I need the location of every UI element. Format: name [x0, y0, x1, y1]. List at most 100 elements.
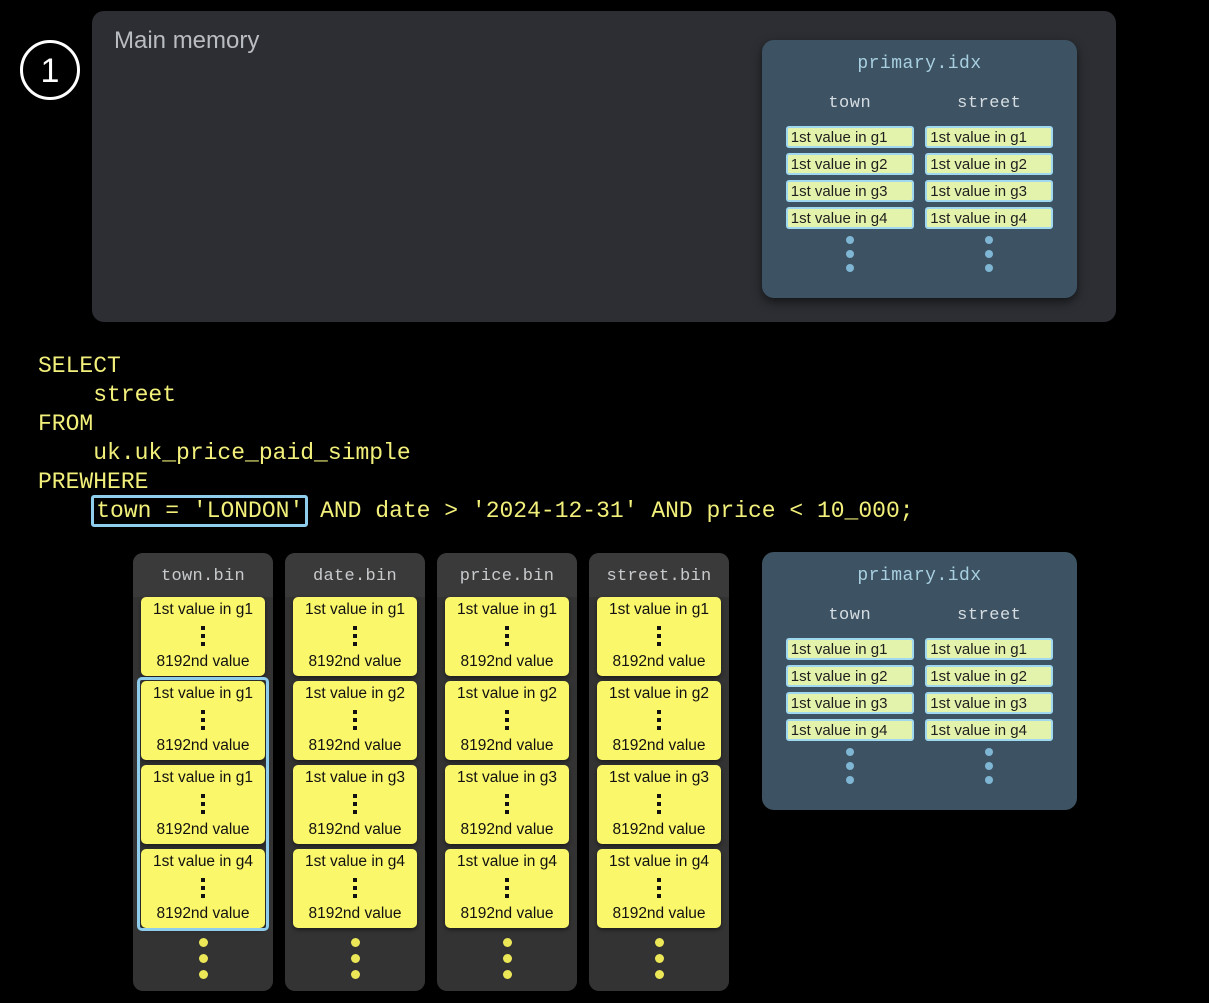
column-file-price.bin: price.bin 1st value in g1 8192nd value 1st …: [437, 553, 577, 991]
primary-index-columns: town 1st value in g1 1st value in g2 1st va…: [762, 94, 1077, 272]
granule-block: 1st value in g4 8192nd value: [141, 849, 265, 928]
ellipsis-dot-icon: [657, 802, 661, 806]
granule-first-value: 1st value in g3: [609, 769, 709, 786]
granule-block: 1st value in g4 8192nd value: [597, 849, 721, 928]
primary-index-panel-disk: primary.idx town 1st value in g1 1st value…: [762, 552, 1077, 810]
ellipsis-dot-icon: [350, 970, 360, 979]
granule-first-value: 1st value in g4: [457, 853, 557, 870]
primary-index-mark: 1st value in g4: [785, 719, 914, 741]
primary-index-column-header: street: [957, 94, 1022, 113]
column-file-town.bin: town.bin 1st value in g1 8192nd value 1st v…: [133, 553, 273, 991]
primary-index-mark: 1st value in g2: [925, 665, 1054, 687]
granule-last-value: 8192nd value: [156, 653, 250, 670]
sql-line6-rest: AND date > '2024-12-31' AND price < 10_0…: [306, 498, 914, 524]
primary-index-mark: 1st value in g4: [925, 719, 1054, 741]
granule-first-value: 1st value in g1: [153, 601, 253, 618]
ellipsis-dot-icon: [654, 954, 664, 963]
granule-first-value: 1st value in g1: [305, 601, 405, 618]
sql-line6-indent: [38, 498, 93, 524]
primary-index-column-header: town: [828, 94, 872, 113]
granule-block: 1st value in g1 8192nd value: [141, 597, 265, 676]
vertical-ellipsis-icon: [293, 794, 417, 814]
column-file-header: town.bin: [133, 553, 273, 597]
sql-line-from: FROM: [38, 411, 94, 437]
granule-block: 1st value in g3 8192nd value: [293, 765, 417, 844]
ellipsis-dot-icon: [201, 794, 205, 798]
column-file-ellipsis-dots: [133, 938, 273, 987]
granule-last-value: 8192nd value: [308, 653, 402, 670]
ellipsis-dot-icon: [353, 710, 357, 714]
ellipsis-dot-icon: [985, 264, 994, 272]
ellipsis-dot-icon: [201, 894, 205, 898]
ellipsis-dot-icon: [350, 954, 360, 963]
granule-first-value: 1st value in g3: [305, 769, 405, 786]
ellipsis-dot-icon: [657, 886, 661, 890]
primary-index-title: primary.idx: [857, 566, 982, 586]
ellipsis-dot-icon: [985, 748, 994, 756]
column-file-ellipsis-dots: [589, 938, 729, 987]
primary-index-column-street: street 1st value in g1 1st value in g2 1st …: [925, 606, 1054, 784]
granule-last-value: 8192nd value: [308, 737, 402, 754]
primary-index-column-header: town: [828, 606, 872, 625]
ellipsis-dot-icon: [657, 626, 661, 630]
primary-index-ellipsis-dots: [786, 236, 914, 272]
ellipsis-dot-icon: [657, 810, 661, 814]
ellipsis-dot-icon: [353, 810, 357, 814]
ellipsis-dot-icon: [985, 236, 994, 244]
ellipsis-dot-icon: [505, 626, 509, 630]
granule-last-value: 8192nd value: [612, 653, 706, 670]
vertical-ellipsis-icon: [445, 794, 569, 814]
granule-block-list: 1st value in g1 8192nd value 1st value in …: [437, 597, 577, 928]
ellipsis-dot-icon: [201, 726, 205, 730]
granule-first-value: 1st value in g2: [457, 685, 557, 702]
ellipsis-dot-icon: [505, 810, 509, 814]
granule-first-value: 1st value in g4: [153, 853, 253, 870]
ellipsis-dot-icon: [353, 626, 357, 630]
ellipsis-dot-icon: [353, 642, 357, 646]
vertical-ellipsis-icon: [445, 626, 569, 646]
ellipsis-dot-icon: [657, 878, 661, 882]
vertical-ellipsis-icon: [293, 626, 417, 646]
ellipsis-dot-icon: [505, 642, 509, 646]
granule-first-value: 1st value in g3: [457, 769, 557, 786]
ellipsis-dot-icon: [353, 718, 357, 722]
primary-index-ellipsis-dots: [786, 748, 914, 784]
vertical-ellipsis-icon: [141, 878, 265, 898]
ellipsis-dot-icon: [505, 634, 509, 638]
granule-block-list: 1st value in g1 8192nd value 1st value in …: [589, 597, 729, 928]
vertical-ellipsis-icon: [293, 710, 417, 730]
sql-query: SELECT street FROM uk.uk_price_paid_simp…: [38, 352, 914, 527]
ellipsis-dot-icon: [198, 938, 208, 947]
ellipsis-dot-icon: [198, 954, 208, 963]
column-file-ellipsis-dots: [437, 938, 577, 987]
vertical-ellipsis-icon: [597, 878, 721, 898]
primary-index-mark: 1st value in g2: [925, 153, 1054, 175]
column-file-date.bin: date.bin 1st value in g1 8192nd value 1st v…: [285, 553, 425, 991]
ellipsis-dot-icon: [201, 878, 205, 882]
ellipsis-dot-icon: [845, 264, 854, 272]
ellipsis-dot-icon: [985, 776, 994, 784]
granule-block: 1st value in g1 8192nd value: [141, 681, 265, 760]
primary-index-mark: 1st value in g2: [785, 665, 914, 687]
ellipsis-dot-icon: [198, 970, 208, 979]
primary-index-mark: 1st value in g3: [925, 180, 1054, 202]
sql-line-select: SELECT: [38, 353, 121, 379]
granule-last-value: 8192nd value: [308, 905, 402, 922]
primary-index-panel-memory: primary.idx town 1st value in g1 1st value…: [762, 40, 1077, 298]
primary-index-column-street: street 1st value in g1 1st value in g2 1st …: [925, 94, 1054, 272]
ellipsis-dot-icon: [353, 886, 357, 890]
step-number-badge: 1: [20, 40, 80, 100]
granule-last-value: 8192nd value: [612, 737, 706, 754]
ellipsis-dot-icon: [657, 642, 661, 646]
primary-index-mark: 1st value in g4: [785, 207, 914, 229]
primary-index-columns: town 1st value in g1 1st value in g2 1st va…: [762, 606, 1077, 784]
granule-last-value: 8192nd value: [612, 905, 706, 922]
granule-first-value: 1st value in g2: [305, 685, 405, 702]
vertical-ellipsis-icon: [597, 794, 721, 814]
ellipsis-dot-icon: [502, 954, 512, 963]
ellipsis-dot-icon: [657, 726, 661, 730]
column-file-header: street.bin: [589, 553, 729, 597]
ellipsis-dot-icon: [505, 726, 509, 730]
ellipsis-dot-icon: [353, 726, 357, 730]
ellipsis-dot-icon: [350, 938, 360, 947]
